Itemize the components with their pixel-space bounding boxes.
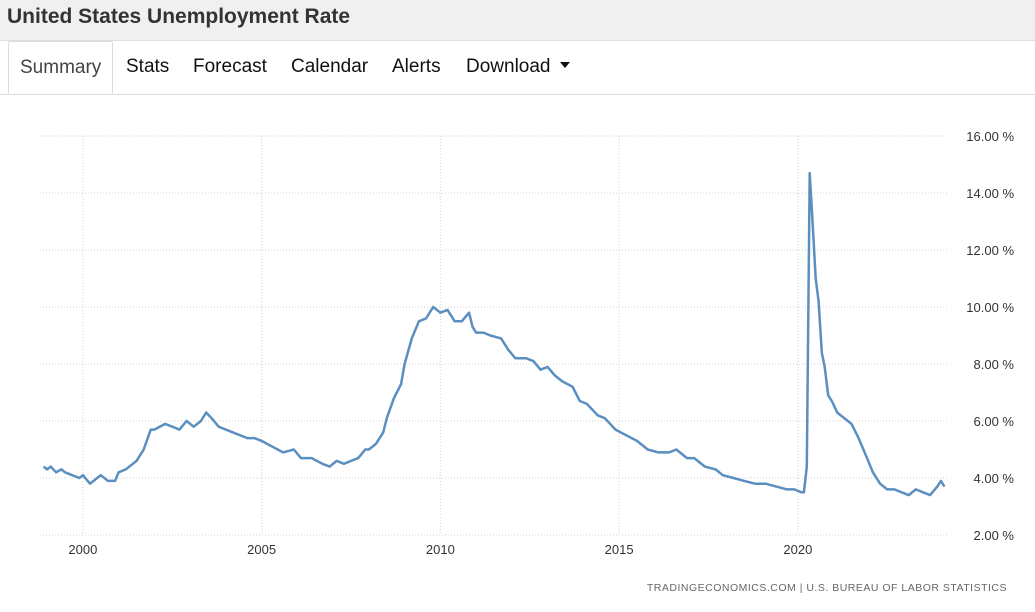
y-tick-label: 8.00 % <box>974 357 1015 372</box>
x-tick-label: 2015 <box>605 542 634 557</box>
tab-download[interactable]: Download <box>466 41 570 94</box>
tab-stats[interactable]: Stats <box>126 56 170 77</box>
y-tick-label: 6.00 % <box>974 414 1015 429</box>
y-tick-label: 10.00 % <box>966 300 1014 315</box>
tab-calendar[interactable]: Calendar <box>291 56 369 77</box>
page-title: United States Unemployment Rate <box>7 5 351 28</box>
tab-forecast[interactable]: Forecast <box>193 56 267 77</box>
y-tick-label: 16.00 % <box>966 129 1014 144</box>
y-tick-label: 2.00 % <box>974 528 1015 543</box>
x-tick-label: 2005 <box>247 542 276 557</box>
y-tick-label: 12.00 % <box>966 243 1014 258</box>
tab-summary[interactable]: Summary <box>8 41 114 94</box>
caret-down-icon <box>559 61 570 68</box>
x-tick-label: 2010 <box>426 542 455 557</box>
tab-bar: Summary Stats Forecast Calendar Alerts D… <box>0 41 1035 95</box>
x-tick-label: 2020 <box>783 542 812 557</box>
grid-layer <box>40 135 948 536</box>
title-bar: United States Unemployment Rate <box>0 0 1035 41</box>
x-tick-label: 2000 <box>68 542 97 557</box>
y-tick-label: 4.00 % <box>974 471 1015 486</box>
tick-label-layer: 2.00 % 4.00 % 6.00 % 8.00 % 10.00 % 12.00 % 14… <box>68 129 1014 557</box>
series-line-unemployment <box>42 171 946 497</box>
y-tick-label: 14.00 % <box>966 186 1014 201</box>
tab-alerts[interactable]: Alerts <box>392 56 441 77</box>
series-layer <box>42 171 946 497</box>
tab-download-label: Download <box>466 56 551 77</box>
source-credit: TRADINGECONOMICS.COM | U.S. BUREAU OF LA… <box>646 582 1007 594</box>
